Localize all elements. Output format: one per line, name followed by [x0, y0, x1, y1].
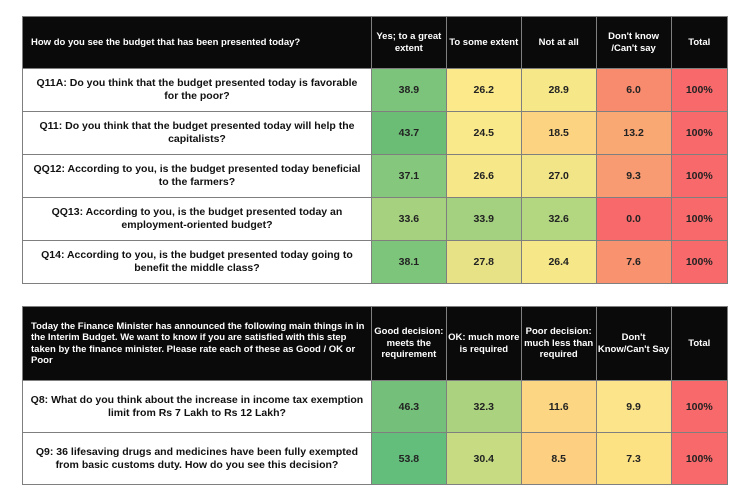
total-cell: 100% [670, 380, 729, 433]
header-column: Don't know /Can't say [595, 16, 672, 69]
value-cell: 0.0 [595, 197, 672, 241]
value-cell: 7.3 [595, 432, 672, 485]
value-cell: 37.1 [370, 154, 447, 198]
total-cell: 100% [670, 240, 729, 284]
row-question: Q9: 36 lifesaving drugs and medicines ha… [22, 432, 372, 485]
value-cell: 28.9 [520, 68, 597, 112]
value-cell: 8.5 [520, 432, 597, 485]
table-row: Q11A: Do you think that the budget prese… [22, 68, 729, 112]
value-cell: 32.6 [520, 197, 597, 241]
value-cell: 26.6 [445, 154, 522, 198]
value-cell: 33.9 [445, 197, 522, 241]
value-cell: 7.6 [595, 240, 672, 284]
value-cell: 6.0 [595, 68, 672, 112]
value-cell: 38.1 [370, 240, 447, 284]
value-cell: 32.3 [445, 380, 522, 433]
total-cell: 100% [670, 197, 729, 241]
total-cell: 100% [670, 154, 729, 198]
value-cell: 27.8 [445, 240, 522, 284]
value-cell: 46.3 [370, 380, 447, 433]
header-column: To some extent [445, 16, 522, 69]
row-question: QQ12: According to you, is the budget pr… [22, 154, 372, 198]
header-column: Poor decision: much less than required [520, 306, 597, 381]
value-cell: 13.2 [595, 111, 672, 155]
row-question: Q11: Do you think that the budget presen… [22, 111, 372, 155]
value-cell: 43.7 [370, 111, 447, 155]
table-row: Q8: What do you think about the increase… [22, 380, 729, 433]
table-row: Q9: 36 lifesaving drugs and medicines ha… [22, 432, 729, 485]
table-row: Q11: Do you think that the budget presen… [22, 111, 729, 155]
header-column: Yes; to a great extent [370, 16, 447, 69]
row-question: Q8: What do you think about the increase… [22, 380, 372, 433]
row-question: Q11A: Do you think that the budget prese… [22, 68, 372, 112]
total-cell: 100% [670, 68, 729, 112]
table-row: QQ12: According to you, is the budget pr… [22, 154, 729, 198]
interim-budget-rating-table: Today the Finance Minister has announced… [22, 306, 729, 485]
row-question: Q14: According to you, is the budget pre… [22, 240, 372, 284]
row-question: QQ13: According to you, is the budget pr… [22, 197, 372, 241]
value-cell: 38.9 [370, 68, 447, 112]
header-column: Not at all [520, 16, 597, 69]
total-cell: 100% [670, 111, 729, 155]
header-column: OK: much more is required [445, 306, 522, 381]
value-cell: 11.6 [520, 380, 597, 433]
value-cell: 53.8 [370, 432, 447, 485]
header-question: How do you see the budget that has been … [22, 16, 372, 69]
budget-opinion-table: How do you see the budget that has been … [22, 16, 729, 284]
table-row: Q14: According to you, is the budget pre… [22, 240, 729, 284]
value-cell: 9.3 [595, 154, 672, 198]
total-cell: 100% [670, 432, 729, 485]
value-cell: 26.2 [445, 68, 522, 112]
value-cell: 30.4 [445, 432, 522, 485]
header-column: Total [670, 16, 729, 69]
header-column: Don't Know/Can't Say [595, 306, 672, 381]
value-cell: 24.5 [445, 111, 522, 155]
table-header-row: Today the Finance Minister has announced… [22, 306, 729, 381]
header-column: Total [670, 306, 729, 381]
table-header-row: How do you see the budget that has been … [22, 16, 729, 69]
value-cell: 9.9 [595, 380, 672, 433]
value-cell: 26.4 [520, 240, 597, 284]
value-cell: 33.6 [370, 197, 447, 241]
header-question: Today the Finance Minister has announced… [22, 306, 372, 381]
table-row: QQ13: According to you, is the budget pr… [22, 197, 729, 241]
value-cell: 18.5 [520, 111, 597, 155]
header-column: Good decision: meets the requirement [370, 306, 447, 381]
value-cell: 27.0 [520, 154, 597, 198]
